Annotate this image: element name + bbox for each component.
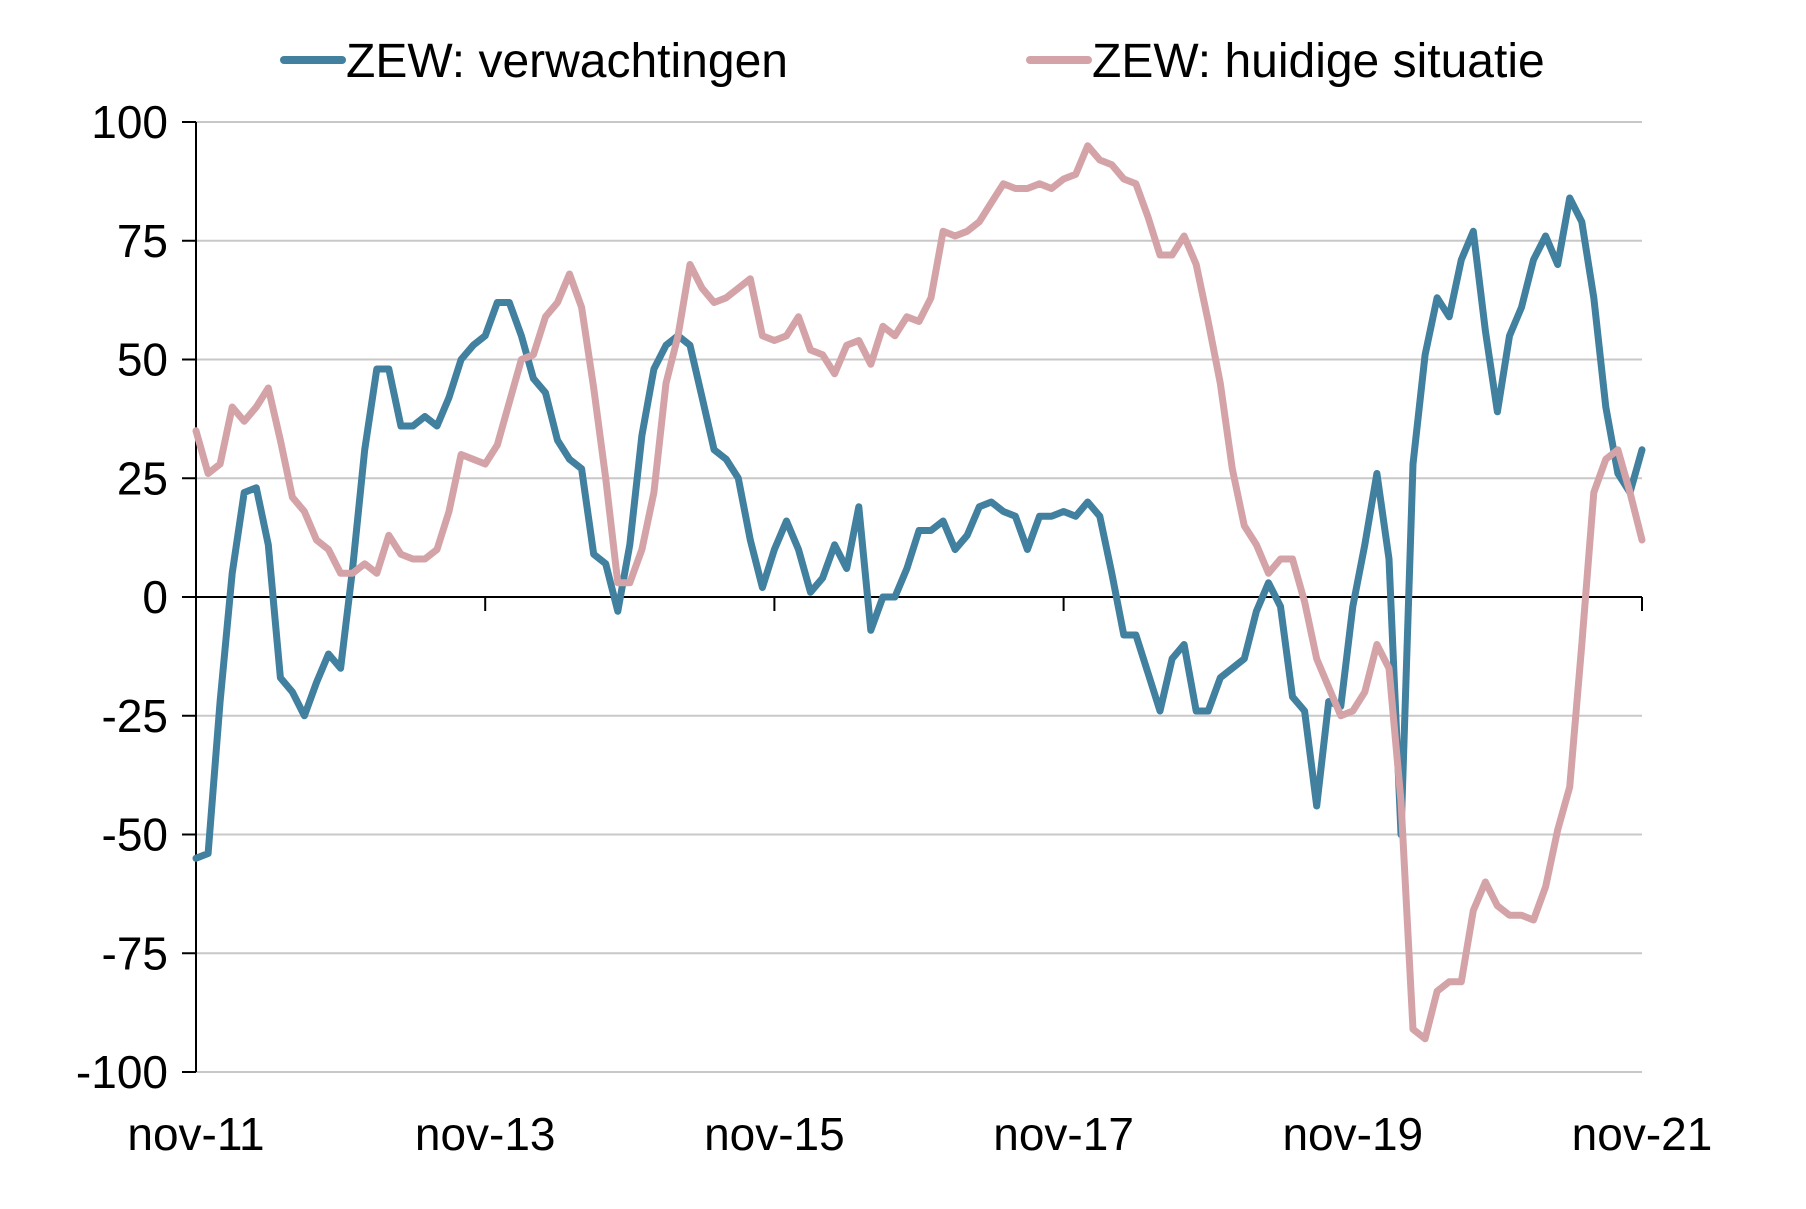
y-tick-label-8: -100 bbox=[76, 1046, 168, 1098]
x-tick-label-0: nov-11 bbox=[127, 1108, 264, 1160]
x-tick-label-5: nov-21 bbox=[1572, 1108, 1713, 1160]
y-tick-label-5: -25 bbox=[102, 690, 168, 742]
y-tick-label-6: -50 bbox=[102, 809, 168, 861]
y-tick-label-0: 100 bbox=[91, 96, 168, 148]
series-layer bbox=[192, 142, 1646, 1043]
y-tick-label-4: 0 bbox=[142, 571, 168, 623]
legend: ZEW: verwachtingen ZEW: huidige situatie bbox=[280, 35, 1545, 88]
axes: 100 75 50 25 0 -25 -50 -75 -100 nov-11 nov-13 nov-1… bbox=[76, 96, 1712, 1160]
series-line-0 bbox=[192, 194, 1646, 862]
series-line-1 bbox=[192, 142, 1646, 1043]
x-tick-label-4: nov-19 bbox=[1282, 1108, 1423, 1160]
y-tick-label-1: 75 bbox=[117, 215, 168, 267]
x-tick-label-2: nov-15 bbox=[704, 1108, 845, 1160]
y-tick-label-7: -75 bbox=[102, 927, 168, 979]
legend-label-1: ZEW: huidige situatie bbox=[1092, 35, 1545, 88]
y-tick-label-3: 25 bbox=[117, 452, 168, 504]
x-tick-label-3: nov-17 bbox=[993, 1108, 1134, 1160]
legend-label-0: ZEW: verwachtingen bbox=[346, 35, 788, 88]
x-tick-label-1: nov-13 bbox=[415, 1108, 556, 1160]
y-tick-label-2: 50 bbox=[117, 334, 168, 386]
